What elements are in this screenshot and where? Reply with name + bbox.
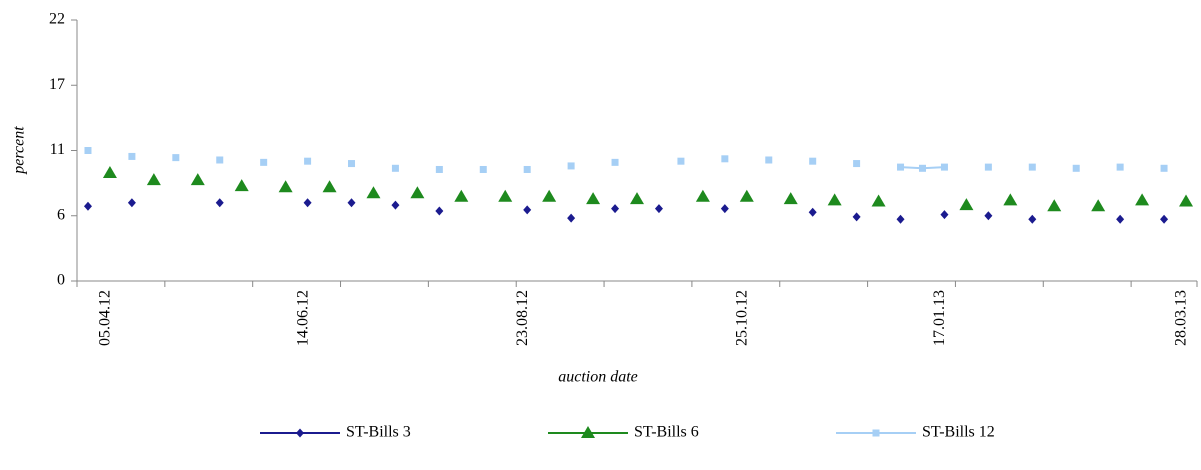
data-point (146, 173, 161, 186)
legend-marker (581, 426, 595, 438)
data-point (984, 211, 993, 221)
y-tick-label: 6 (57, 206, 65, 223)
data-point (611, 204, 620, 214)
data-point (410, 186, 425, 199)
data-point (567, 162, 575, 170)
x-tick-label: 23.08.12 (514, 290, 531, 346)
x-tick-label: 25.10.12 (733, 290, 750, 346)
data-point (896, 214, 905, 224)
data-point (567, 213, 576, 223)
data-point (940, 210, 949, 220)
data-point (853, 160, 861, 168)
data-point (586, 192, 601, 205)
data-point (190, 173, 205, 186)
data-point (959, 198, 974, 211)
y-tick-label: 22 (49, 11, 65, 28)
data-point (347, 198, 356, 208)
data-point (611, 158, 619, 166)
data-point (1160, 164, 1168, 172)
data-point (739, 189, 754, 202)
data-point (479, 165, 487, 173)
data-point (366, 186, 381, 199)
legend-marker (296, 428, 304, 438)
data-point (984, 163, 992, 171)
data-point (809, 157, 817, 165)
data-point (1116, 214, 1125, 224)
x-tick-label: 14.06.12 (294, 290, 311, 346)
data-point (1028, 163, 1036, 171)
data-point (304, 157, 312, 165)
data-point (1179, 194, 1194, 207)
data-point (435, 206, 444, 216)
data-point (322, 180, 337, 193)
data-point (83, 201, 92, 211)
data-point (852, 212, 861, 222)
data-point (278, 180, 293, 193)
legend-label: ST-Bills 6 (634, 424, 699, 441)
legend-label: ST-Bills 3 (346, 424, 411, 441)
legend-label: ST-Bills 12 (922, 424, 995, 441)
data-point (1028, 214, 1037, 224)
data-point (630, 192, 644, 205)
y-tick-label: 0 (57, 272, 65, 289)
data-point (677, 157, 685, 165)
data-point (721, 155, 729, 163)
data-point (695, 189, 710, 202)
data-point (102, 166, 117, 179)
data-point (765, 156, 773, 164)
data-point (260, 158, 268, 166)
data-point (1091, 199, 1106, 212)
data-point (523, 165, 531, 173)
data-point (897, 163, 905, 171)
y-axis-title: percent (11, 126, 28, 175)
data-point (435, 165, 443, 173)
data-point (827, 193, 842, 206)
x-tick-label: 05.04.12 (97, 290, 114, 346)
data-point (172, 154, 180, 162)
data-point (542, 189, 557, 202)
data-point (808, 207, 817, 217)
y-tick-label: 11 (50, 141, 65, 158)
data-point (940, 163, 948, 171)
data-point (720, 204, 729, 214)
data-point (871, 194, 886, 207)
data-point (783, 192, 798, 205)
data-point (1116, 163, 1124, 171)
data-point (391, 200, 400, 210)
legend-marker (872, 429, 880, 437)
data-point (1160, 214, 1169, 224)
data-point (215, 198, 224, 208)
data-point (216, 156, 224, 164)
x-tick-label: 28.03.13 (1173, 290, 1190, 346)
data-point (303, 198, 312, 208)
data-point (128, 152, 136, 160)
data-point (498, 189, 513, 202)
data-point (654, 204, 663, 214)
data-point (1047, 199, 1062, 212)
data-point (1003, 193, 1018, 206)
data-point (454, 189, 469, 202)
data-point (348, 160, 356, 168)
data-point (391, 164, 399, 172)
data-point (523, 205, 532, 215)
data-point (84, 147, 92, 154)
x-tick-label: 17.01.13 (931, 290, 948, 346)
data-point (127, 198, 136, 208)
y-tick-label: 17 (49, 76, 65, 93)
data-point (1135, 193, 1150, 206)
data-point (918, 164, 926, 172)
data-point (234, 179, 249, 192)
data-point (1072, 164, 1080, 172)
x-axis-title: auction date (558, 369, 638, 386)
